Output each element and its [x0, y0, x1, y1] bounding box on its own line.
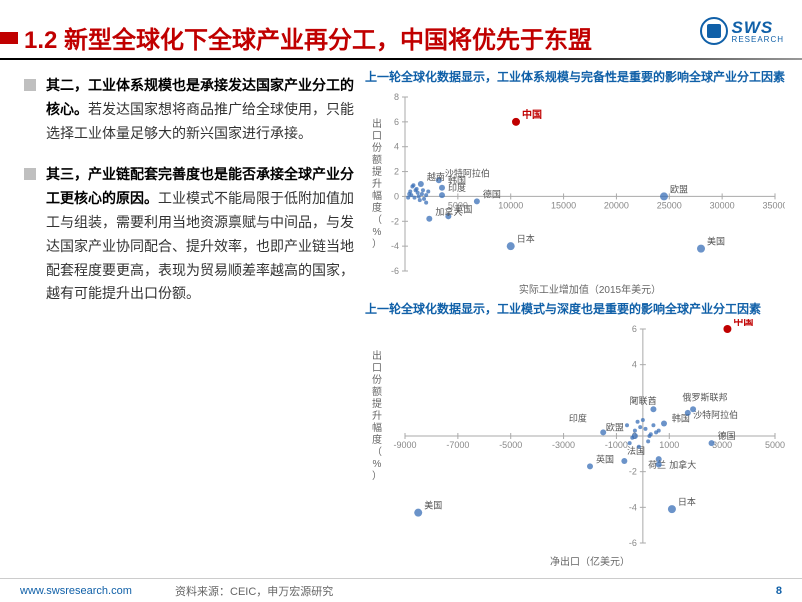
svg-text:1000: 1000	[659, 440, 679, 450]
header-divider	[0, 58, 802, 60]
logo-icon	[700, 17, 728, 45]
svg-text:-1000: -1000	[605, 440, 628, 450]
svg-text:度: 度	[372, 201, 382, 214]
svg-text:印度: 印度	[569, 413, 587, 424]
svg-text:中国: 中国	[733, 319, 753, 328]
page-title: 1.2 新型全球化下全球产业再分工，中国将优先于东盟	[24, 20, 592, 55]
svg-text:25000: 25000	[657, 200, 682, 210]
chart-2-svg: -9000 -7000 -5000 -3000 -1000 1000 3000 5000 -6 -…	[365, 319, 785, 569]
svg-text:-2: -2	[391, 216, 399, 226]
svg-text:法国: 法国	[627, 445, 645, 456]
svg-text:提: 提	[372, 166, 382, 178]
svg-text:日本: 日本	[678, 496, 696, 507]
bullet-item: 其二，工业体系规模也是承接发达国家产业分工的核心。若发达国家想将商品推广给全球使…	[24, 74, 354, 145]
svg-text:额: 额	[372, 385, 382, 398]
svg-text:4: 4	[632, 360, 637, 370]
red-accent	[0, 32, 18, 44]
logo-sub-text: RESEARCH	[732, 36, 784, 44]
svg-text:升: 升	[372, 410, 382, 422]
svg-text:-7000: -7000	[446, 440, 469, 450]
svg-text:德国: 德国	[483, 188, 501, 199]
svg-text:%: %	[373, 227, 382, 238]
chart-1-svg: 5000100001500020000250003000035000-6-4-2…	[365, 87, 785, 297]
svg-text:4: 4	[394, 142, 399, 152]
svg-text:口: 口	[372, 363, 382, 374]
svg-text:度: 度	[372, 433, 382, 446]
svg-text:印度: 印度	[448, 182, 466, 193]
svg-text:美国: 美国	[707, 236, 725, 247]
svg-text:0: 0	[394, 191, 399, 201]
bullet-icon	[24, 79, 36, 91]
svg-text:德国: 德国	[718, 430, 736, 441]
text-content: 其二，工业体系规模也是承接发达国家产业分工的核心。若发达国家想将商品推广给全球使…	[24, 74, 354, 324]
svg-text:-4: -4	[391, 241, 399, 251]
svg-text:10000: 10000	[498, 200, 523, 210]
svg-text:沙特阿拉伯: 沙特阿拉伯	[693, 409, 738, 420]
svg-text:中国: 中国	[522, 108, 542, 121]
svg-text:份: 份	[372, 142, 382, 154]
svg-text:6: 6	[632, 324, 637, 334]
footer-url: www.swsresearch.com	[20, 585, 132, 597]
svg-text:欧盟: 欧盟	[606, 422, 624, 433]
svg-text:%: %	[373, 459, 382, 470]
footer-page: 8	[776, 585, 782, 597]
svg-text:）: ）	[372, 470, 382, 482]
svg-text:阿联酋: 阿联酋	[630, 395, 657, 406]
svg-text:-3000: -3000	[552, 440, 575, 450]
svg-text:15000: 15000	[551, 200, 576, 210]
svg-text:英国: 英国	[596, 453, 614, 464]
logo: SWS RESEARCH	[700, 17, 784, 45]
logo-main-text: SWS	[732, 19, 784, 36]
svg-text:出: 出	[372, 349, 382, 362]
chart-2: 上一轮全球化数据显示，工业模式与深度也是重要的影响全球产业分工因素 -9000-…	[365, 300, 785, 574]
svg-text:6: 6	[394, 117, 399, 127]
bullet-item: 其三，产业链配套完善度也是能否承接全球产业分工更核心的原因。工业模式不能局限于低…	[24, 163, 354, 306]
svg-text:俄罗斯联邦: 俄罗斯联邦	[683, 391, 728, 402]
chart-2-title: 上一轮全球化数据显示，工业模式与深度也是重要的影响全球产业分工因素	[365, 300, 785, 317]
svg-text:实际工业增加值（2015年美元）: 实际工业增加值（2015年美元）	[519, 283, 661, 296]
svg-text:5000: 5000	[765, 440, 785, 450]
svg-text:日本: 日本	[517, 233, 535, 244]
bullet-text: 其二，工业体系规模也是承接发达国家产业分工的核心。若发达国家想将商品推广给全球使…	[46, 74, 354, 145]
svg-text:加拿大: 加拿大	[435, 206, 462, 217]
svg-text:越南: 越南	[427, 171, 445, 182]
bullet-icon	[24, 168, 36, 180]
svg-text:加拿大: 加拿大	[669, 459, 696, 470]
svg-text:）: ）	[372, 238, 382, 250]
svg-text:-2: -2	[629, 467, 637, 477]
svg-text:沙特阿拉伯: 沙特阿拉伯	[445, 167, 490, 178]
svg-text:-4: -4	[629, 502, 637, 512]
footer-source: 资料来源：CEIC，申万宏源研究	[175, 583, 333, 599]
svg-text:8: 8	[394, 92, 399, 102]
svg-text:-6: -6	[629, 538, 637, 548]
svg-text:（: （	[372, 214, 382, 226]
svg-text:（: （	[372, 446, 382, 458]
svg-text:净出口（亿美元）: 净出口（亿美元）	[550, 555, 630, 568]
bullet-rest: 若发达国家想将商品推广给全球使用，只能选择工业体量足够大的新兴国家进行承接。	[46, 101, 354, 141]
svg-text:美国: 美国	[424, 500, 442, 511]
svg-text:幅: 幅	[372, 189, 382, 202]
svg-text:35000: 35000	[762, 200, 785, 210]
svg-text:-5000: -5000	[499, 440, 522, 450]
footer: www.swsresearch.com 资料来源：CEIC，申万宏源研究 8	[0, 578, 802, 602]
bullet-text: 其三，产业链配套完善度也是能否承接全球产业分工更核心的原因。工业模式不能局限于低…	[46, 163, 354, 306]
bullet-rest: 工业模式不能局限于低附加值加工与组装，需要利用当地资源禀赋与中间品，与发达国家产…	[46, 190, 354, 301]
svg-text:出: 出	[372, 117, 382, 130]
chart-1: 上一轮全球化数据显示，工业体系规模与完备性是重要的影响全球产业分工因素 5000…	[365, 68, 785, 302]
svg-text:口: 口	[372, 131, 382, 142]
header: 1.2 新型全球化下全球产业再分工，中国将优先于东盟 SWS RESEARCH	[0, 20, 802, 60]
svg-text:欧盟: 欧盟	[670, 183, 688, 194]
svg-text:幅: 幅	[372, 421, 382, 434]
svg-text:2: 2	[394, 167, 399, 177]
svg-text:30000: 30000	[710, 200, 735, 210]
svg-text:额: 额	[372, 153, 382, 166]
chart-1-title: 上一轮全球化数据显示，工业体系规模与完备性是重要的影响全球产业分工因素	[365, 68, 785, 85]
svg-text:-9000: -9000	[393, 440, 416, 450]
svg-text:-6: -6	[391, 266, 399, 276]
svg-text:份: 份	[372, 374, 382, 386]
svg-text:提: 提	[372, 398, 382, 410]
svg-text:20000: 20000	[604, 200, 629, 210]
svg-text:3000: 3000	[712, 440, 732, 450]
svg-text:升: 升	[372, 178, 382, 190]
